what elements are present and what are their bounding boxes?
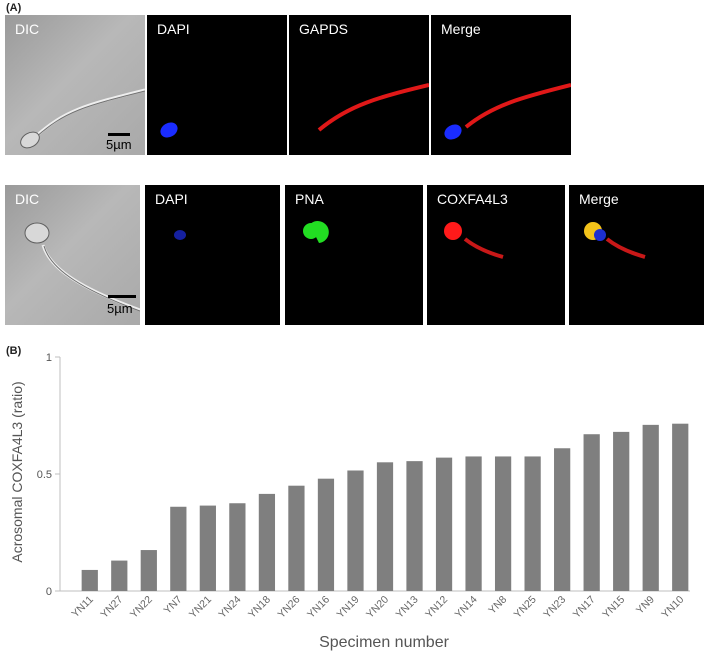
bar-yn27 xyxy=(111,560,128,591)
x-tick-label: YN27 xyxy=(98,594,125,621)
bar-yn20 xyxy=(376,462,394,591)
x-tick-label: YN14 xyxy=(453,594,480,621)
x-tick-label: YN15 xyxy=(600,594,627,621)
bar-yn9 xyxy=(642,424,659,591)
scale-label: 5µm xyxy=(106,137,132,152)
bar-yn8 xyxy=(494,456,512,591)
gapds-title: GAPDS xyxy=(299,21,349,37)
dapi-signal-2 xyxy=(174,230,186,240)
bar-chart: 00.51 YN11 YN27 YN22 YN7 YN21 YN24 YN18 YN26 YN1… xyxy=(9,352,690,651)
dapi-title-2: DAPI xyxy=(155,191,188,207)
bar-yn13 xyxy=(406,461,423,591)
x-tick-label: YN22 xyxy=(128,594,155,621)
merge-panel-row1: Merge xyxy=(431,15,571,155)
dic-title-2: DIC xyxy=(15,191,40,207)
panel-b-label: (B) xyxy=(6,345,22,357)
x-tick-label: YN24 xyxy=(216,594,243,621)
x-tick-label: YN23 xyxy=(541,594,568,621)
bar-yn16 xyxy=(317,478,335,591)
x-axis-label: Specimen number xyxy=(319,634,450,651)
merge-signal-2 xyxy=(584,222,646,259)
x-tick-label: YN25 xyxy=(512,594,539,621)
bar-yn17 xyxy=(583,434,600,591)
merge-title: Merge xyxy=(441,21,481,37)
x-tick-label: YN26 xyxy=(275,594,302,621)
x-tick-label: YN18 xyxy=(246,594,273,621)
y-tick-label: 0 xyxy=(46,586,52,598)
coxfa4l3-panel: COXFA4L3 xyxy=(427,185,565,325)
bar-yn25 xyxy=(524,456,541,591)
scale-label-2: 5µm xyxy=(107,301,133,316)
bar-yn7 xyxy=(170,506,187,591)
x-tick-label: YN9 xyxy=(634,594,657,617)
bar-yn11 xyxy=(81,569,98,591)
pna-signal xyxy=(303,221,329,243)
dic-panel-row2: DIC 5µm xyxy=(5,185,140,325)
pna-panel: PNA xyxy=(285,185,423,325)
bar-yn19 xyxy=(347,470,364,591)
bar-yn26 xyxy=(288,485,305,591)
gapds-signal xyxy=(317,83,429,132)
merge-signal xyxy=(444,83,571,140)
bar-yn12 xyxy=(435,457,453,591)
x-tick-label: YN19 xyxy=(335,594,362,621)
x-tick-label: YN13 xyxy=(394,594,421,621)
y-axis-label: Acrosomal COXFA4L3 (ratio) xyxy=(9,381,25,562)
dapi-panel-row1: DAPI xyxy=(147,15,287,155)
bar-yn24 xyxy=(229,503,246,591)
bar-yn21 xyxy=(199,505,216,591)
scale-bar xyxy=(108,133,130,136)
pna-title: PNA xyxy=(295,191,324,207)
bar-yn15 xyxy=(613,431,630,591)
merge-title-2: Merge xyxy=(579,191,619,207)
x-tick-label: YN7 xyxy=(162,594,185,617)
x-tick-label: YN17 xyxy=(571,594,598,621)
dapi-title: DAPI xyxy=(157,21,190,37)
sperm-dic-image-2 xyxy=(24,222,140,312)
panel-a-label: (A) xyxy=(6,2,22,14)
dic-panel-row1: DIC 5µm xyxy=(5,15,145,155)
gapds-panel: GAPDS xyxy=(289,15,429,155)
x-tick-label: YN16 xyxy=(305,594,332,621)
bar-yn23 xyxy=(554,448,571,591)
bar-yn22 xyxy=(140,550,157,591)
bar-yn18 xyxy=(258,493,276,591)
x-tick-label: YN10 xyxy=(659,594,686,621)
dic-title: DIC xyxy=(15,21,40,37)
x-tick-label: YN11 xyxy=(69,594,96,621)
x-tick-label: YN12 xyxy=(423,594,450,621)
x-tick-label: YN21 xyxy=(187,594,214,621)
bar-yn10 xyxy=(672,423,689,591)
y-tick-label: 1 xyxy=(46,352,52,364)
bar-yn14 xyxy=(465,456,482,591)
coxfa4l3-signal xyxy=(444,222,504,259)
merge-panel-row2: Merge xyxy=(569,185,704,325)
y-tick-label: 0.5 xyxy=(37,469,52,481)
x-tick-label: YN20 xyxy=(364,594,391,621)
dapi-signal xyxy=(160,122,178,138)
scale-bar-2 xyxy=(108,295,136,298)
sperm-dic-image xyxy=(20,88,145,149)
dapi-panel-row2: DAPI xyxy=(145,185,280,325)
x-tick-label: YN8 xyxy=(486,594,509,617)
coxfa4l3-title: COXFA4L3 xyxy=(437,191,508,207)
